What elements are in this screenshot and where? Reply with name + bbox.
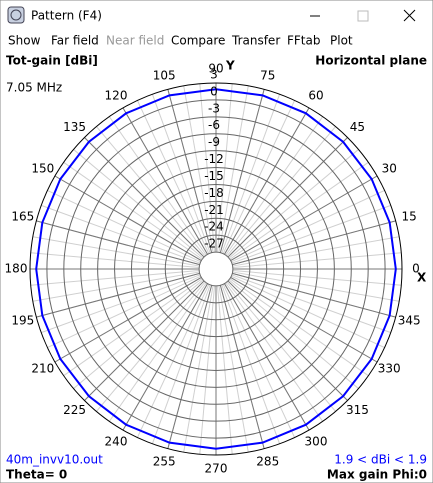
angle-tick-label: 255 (153, 455, 176, 469)
theta-label: Theta= 0 (6, 468, 67, 482)
legend-entry: 40m_invv10.out (6, 453, 103, 467)
angle-tick-label: 0 (412, 262, 420, 276)
grid-circle (164, 217, 268, 321)
menu-item[interactable]: Compare (171, 34, 225, 48)
menu-item[interactable]: Plot (330, 34, 353, 48)
angle-tick-label: 150 (31, 162, 54, 176)
r-tick-label: -21 (204, 203, 224, 217)
grid-circle (97, 150, 335, 388)
angle-tick-label: 30 (382, 162, 397, 176)
r-tick-label: -6 (208, 118, 220, 132)
angle-tick-label: 45 (350, 120, 365, 134)
app-icon (7, 6, 25, 24)
angle-tick-label: 75 (260, 68, 275, 82)
r-tick-label: -12 (204, 152, 224, 166)
r-tick-label: -15 (204, 169, 224, 183)
grid-circle (63, 116, 369, 422)
grid-circle (29, 82, 403, 456)
x-axis-label: X (417, 271, 427, 285)
grid-circle (147, 200, 285, 338)
angle-tick-label: 165 (11, 210, 34, 224)
angle-tick-label: 120 (105, 88, 128, 102)
r-tick-label: -24 (204, 220, 224, 234)
r-tick-label: -9 (208, 135, 220, 149)
r-tick-label: -18 (204, 186, 224, 200)
grid-circle (114, 167, 318, 371)
angle-tick-label: 210 (31, 362, 54, 376)
angle-tick-label: 60 (308, 88, 323, 102)
frequency-label: 7.05 MHz (6, 81, 62, 95)
angle-tick-label: 240 (105, 435, 128, 449)
menu-item[interactable]: Transfer (231, 34, 280, 48)
menu-item[interactable]: Show (8, 34, 41, 48)
grid-circle (80, 133, 352, 405)
grid-circle (46, 99, 386, 439)
menu-bar: Show Far field Near field Compare Transfer FF… (8, 34, 353, 48)
grid-circle (181, 234, 251, 304)
window-title: Pattern (F4) (31, 9, 102, 23)
angle-tick-label: 330 (378, 362, 401, 376)
r-tick-label: -27 (204, 237, 224, 251)
max-gain-label: Max gain Phi:0 (327, 468, 427, 482)
r-tick-label: 0 (210, 84, 218, 98)
r-tick-label: 3 (210, 68, 218, 82)
angle-tick-label: 300 (305, 435, 328, 449)
close-button[interactable] (403, 9, 416, 22)
gain-trace (35, 88, 397, 450)
angle-tick-label: 180 (5, 262, 28, 276)
angle-tick-label: 195 (11, 313, 34, 327)
range-label: 1.9 < dBi < 1.9 (334, 453, 427, 467)
r-tick-label: -3 (208, 101, 220, 115)
grid-circle (130, 183, 302, 355)
grid-circle (198, 251, 234, 287)
y-axis-label: Y (225, 59, 235, 73)
angle-tick-label: 315 (346, 403, 369, 417)
angle-tick-label: 135 (63, 120, 86, 134)
menu-item: Near field (106, 34, 164, 48)
polar-plot: 0153045607590105120135150165180195210225… (5, 62, 421, 476)
menu-item[interactable]: FFtab (287, 34, 320, 48)
chart-title: Tot-gain [dBi] (6, 54, 98, 68)
chart-subtitle: Horizontal plane (315, 54, 427, 68)
app-icon-glyph (10, 9, 22, 21)
angle-tick-label: 225 (63, 403, 86, 417)
angle-tick-label: 105 (153, 68, 176, 82)
angle-tick-label: 285 (256, 455, 279, 469)
angle-tick-label: 15 (402, 210, 417, 224)
angle-tick-label: 345 (398, 313, 421, 327)
maximize-button[interactable] (357, 10, 369, 22)
angle-tick-label: 270 (205, 462, 228, 476)
menu-item[interactable]: Far field (51, 34, 99, 48)
angle-tick-label: 90 (208, 62, 223, 76)
